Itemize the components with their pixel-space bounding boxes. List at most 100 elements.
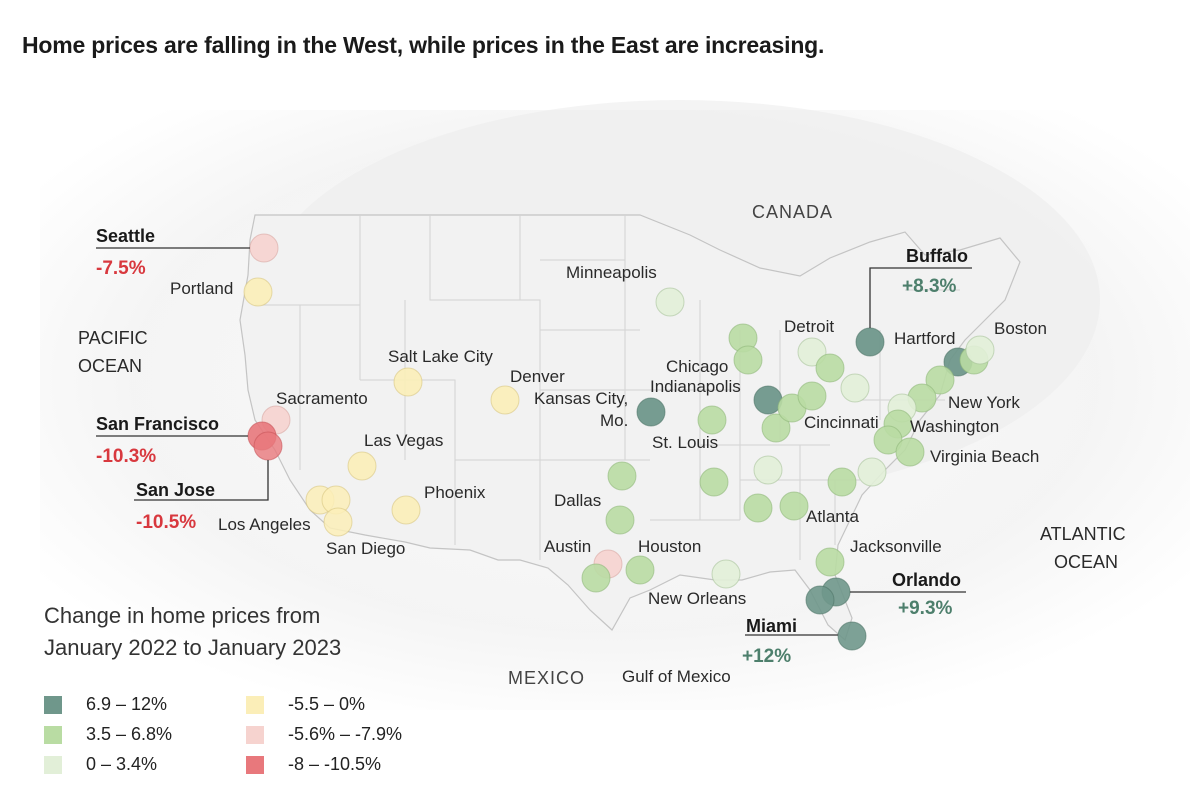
marker-atlanta bbox=[779, 491, 809, 521]
label-kansas-city: Kansas City, bbox=[534, 389, 628, 408]
marker-new-orleans bbox=[711, 559, 741, 589]
marker-indy-2 bbox=[761, 413, 791, 443]
label-washington: Washington bbox=[910, 417, 999, 436]
label-cincinnati: Cincinnati bbox=[804, 413, 879, 432]
marker-st-louis bbox=[697, 405, 727, 435]
legend-label-5: -5.6% – -7.9% bbox=[288, 724, 403, 744]
leader-san-jose bbox=[134, 460, 269, 501]
label-st-louis: St. Louis bbox=[652, 433, 718, 452]
marker-raleigh bbox=[857, 457, 887, 487]
label-pacific-1: PACIFIC bbox=[78, 328, 148, 348]
label-las-vegas: Las Vegas bbox=[364, 431, 443, 450]
marker-salt-lake-city bbox=[393, 367, 423, 397]
callouts: Seattle -7.5% San Francisco -10.3% San J… bbox=[96, 226, 968, 667]
legend-title: Change in home prices from January 2022 … bbox=[44, 600, 444, 664]
marker-detroit-2 bbox=[815, 353, 845, 383]
label-dallas: Dallas bbox=[554, 491, 601, 510]
legend-label-4: -5.5 – 0% bbox=[288, 694, 366, 714]
city-labels: Portland Sacramento Salt Lake City Denve… bbox=[170, 263, 1047, 608]
label-mexico: MEXICO bbox=[508, 668, 585, 688]
marker-kansas-city bbox=[636, 397, 666, 427]
marker-dallas-2 bbox=[605, 505, 635, 535]
label-minneapolis: Minneapolis bbox=[566, 263, 657, 282]
marker-charlotte bbox=[827, 467, 857, 497]
marker-virginia-beach bbox=[895, 437, 925, 467]
legend-title-line2: January 2022 to January 2023 bbox=[44, 635, 342, 660]
city-markers bbox=[243, 233, 995, 651]
marker-memphis bbox=[699, 467, 729, 497]
marker-san-diego bbox=[323, 507, 353, 537]
leader-buffalo bbox=[869, 267, 972, 328]
label-austin: Austin bbox=[544, 537, 591, 556]
callout-miami-name: Miami bbox=[746, 616, 797, 636]
label-san-diego: San Diego bbox=[326, 539, 405, 558]
legend-swatch-dark-green bbox=[44, 695, 62, 714]
marker-miami bbox=[837, 621, 867, 651]
marker-boston bbox=[965, 335, 995, 365]
legend-swatch-green bbox=[44, 725, 62, 744]
label-canada: CANADA bbox=[752, 202, 833, 222]
marker-new-york-1 bbox=[925, 365, 955, 395]
marker-houston bbox=[625, 555, 655, 585]
callout-san-francisco-name: San Francisco bbox=[96, 414, 219, 434]
callout-orlando-value: +9.3% bbox=[898, 598, 953, 619]
callout-san-jose-value: -10.5% bbox=[136, 512, 196, 533]
label-indianapolis: Indianapolis bbox=[650, 377, 741, 396]
marker-san-antonio bbox=[581, 563, 611, 593]
label-kansas-city-mo: Mo. bbox=[600, 411, 628, 430]
legend-item-1: 6.9 – 12% bbox=[44, 694, 167, 715]
marker-jacksonville bbox=[815, 547, 845, 577]
label-salt-lake-city: Salt Lake City bbox=[388, 347, 493, 366]
marker-minneapolis bbox=[655, 287, 685, 317]
legend-swatch-light-green bbox=[44, 755, 62, 774]
marker-las-vegas bbox=[347, 451, 377, 481]
map-title: Home prices are falling in the West, whi… bbox=[22, 32, 825, 58]
callout-seattle-value: -7.5% bbox=[96, 258, 146, 279]
label-atlanta: Atlanta bbox=[806, 507, 859, 526]
legend-item-4: -5.5 – 0% bbox=[246, 694, 365, 715]
marker-chicago-2 bbox=[733, 345, 763, 375]
marker-denver bbox=[490, 385, 520, 415]
marker-cleveland bbox=[840, 373, 870, 403]
label-gulf-of-mexico: Gulf of Mexico bbox=[622, 667, 731, 686]
callout-san-jose-name: San Jose bbox=[136, 480, 215, 500]
marker-tampa bbox=[805, 585, 835, 615]
marker-seattle bbox=[249, 233, 279, 263]
callout-buffalo-name: Buffalo bbox=[906, 246, 968, 266]
legend-title-line1: Change in home prices from bbox=[44, 603, 321, 628]
label-new-york: New York bbox=[948, 393, 1020, 412]
callout-orlando-name: Orlando bbox=[892, 570, 961, 590]
label-jacksonville: Jacksonville bbox=[850, 537, 942, 556]
label-sacramento: Sacramento bbox=[276, 389, 368, 408]
marker-nashville bbox=[753, 455, 783, 485]
legend-swatch-yellow bbox=[246, 695, 264, 714]
label-detroit: Detroit bbox=[784, 317, 834, 336]
legend-label-1: 6.9 – 12% bbox=[86, 694, 168, 714]
label-houston: Houston bbox=[638, 537, 701, 556]
callout-lines bbox=[96, 247, 972, 636]
label-portland: Portland bbox=[170, 279, 233, 298]
legend-item-6: -8 – -10.5% bbox=[246, 754, 381, 775]
legend-item-2: 3.5 – 6.8% bbox=[44, 724, 172, 745]
legend-label-3: 0 – 3.4% bbox=[86, 754, 158, 774]
callout-buffalo-value: +8.3% bbox=[902, 276, 957, 297]
label-boston: Boston bbox=[994, 319, 1047, 338]
label-phoenix: Phoenix bbox=[424, 483, 486, 502]
label-hartford: Hartford bbox=[894, 329, 955, 348]
callout-seattle-name: Seattle bbox=[96, 226, 155, 246]
label-virginia-beach: Virginia Beach bbox=[930, 447, 1039, 466]
callout-miami-value: +12% bbox=[742, 646, 791, 667]
legend-item-5: -5.6% – -7.9% bbox=[246, 724, 402, 745]
marker-buffalo bbox=[855, 327, 885, 357]
label-atlantic-2: OCEAN bbox=[1054, 552, 1118, 572]
label-new-orleans: New Orleans bbox=[648, 589, 746, 608]
marker-san-jose bbox=[253, 431, 283, 461]
marker-dallas-1 bbox=[607, 461, 637, 491]
legend-label-2: 3.5 – 6.8% bbox=[86, 724, 173, 744]
label-chicago: Chicago bbox=[666, 357, 728, 376]
callout-san-francisco-value: -10.3% bbox=[96, 446, 156, 467]
label-denver: Denver bbox=[510, 367, 565, 386]
legend-swatch-red bbox=[246, 755, 264, 774]
marker-phoenix bbox=[391, 495, 421, 525]
